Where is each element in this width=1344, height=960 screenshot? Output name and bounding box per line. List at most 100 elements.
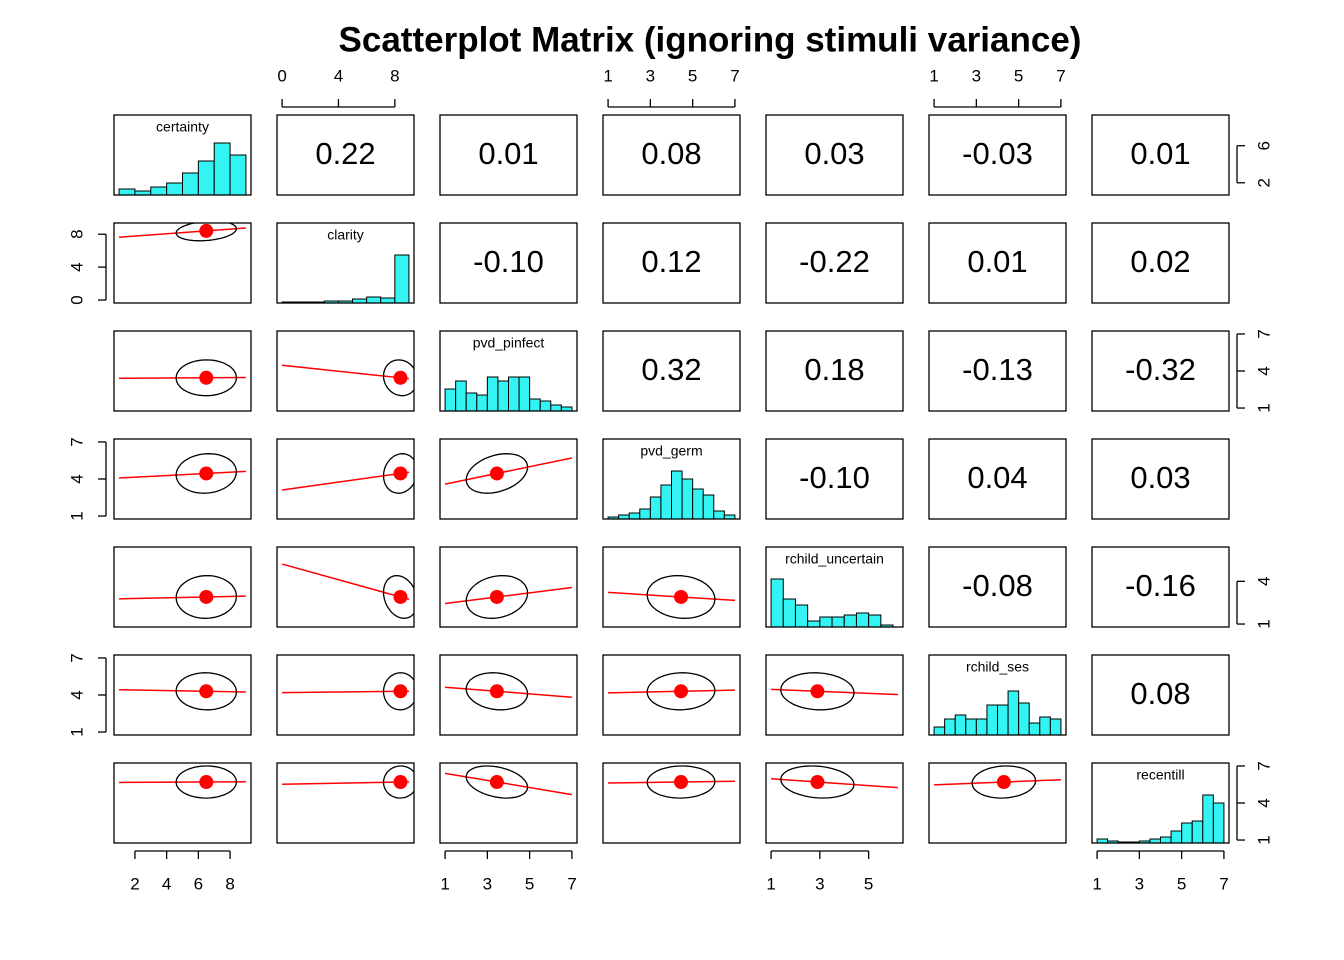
x-tick-label: 7	[1056, 66, 1065, 85]
panel: 0.01	[1091, 114, 1230, 196]
hist-bar	[394, 254, 410, 304]
mean-point	[393, 370, 408, 385]
panel	[276, 330, 415, 412]
mean-point	[393, 466, 408, 481]
panel-frame	[113, 546, 252, 628]
fit-line	[608, 689, 735, 694]
hist-bar	[182, 172, 199, 196]
hist-bar	[1212, 802, 1225, 844]
x-tick-label: 3	[646, 66, 655, 85]
fit-line	[608, 780, 735, 784]
mean-point	[199, 370, 214, 385]
y-tick-label: 6	[1254, 141, 1273, 150]
hist-bar	[782, 598, 796, 628]
panel-frame	[113, 762, 252, 844]
variable-name: pvd_germ	[640, 443, 702, 459]
ellipse	[382, 453, 414, 494]
mean-point	[199, 775, 214, 790]
hist-bar	[213, 142, 231, 196]
hist-bar	[986, 704, 999, 736]
ellipse	[465, 765, 529, 799]
correlation-label: 0.03	[1130, 460, 1190, 495]
panel-frame	[276, 762, 415, 844]
panel: 0.01	[439, 114, 578, 196]
mean-point	[489, 684, 504, 699]
mean-point	[393, 775, 408, 790]
y-tick-label: 4	[1254, 798, 1273, 807]
hist-bar	[497, 380, 510, 412]
ellipse	[780, 672, 855, 711]
correlation-label: -0.08	[962, 568, 1033, 603]
correlation-label: 0.32	[641, 352, 701, 387]
hist-bar	[1039, 716, 1051, 736]
hist-bar	[455, 380, 467, 412]
ellipse	[780, 765, 855, 799]
hist-bar	[486, 376, 499, 412]
panel-frame	[113, 654, 252, 736]
panel-frame	[928, 222, 1067, 304]
hist-bar	[660, 484, 673, 520]
panel-frame	[602, 654, 741, 736]
panel-frame	[602, 330, 741, 412]
ellipse	[382, 359, 414, 397]
mean-point	[996, 775, 1011, 790]
panel-frame	[928, 114, 1067, 196]
panel-frame	[439, 762, 578, 844]
x-tick-label: 2	[130, 874, 139, 893]
x-tick-label: 1	[440, 874, 449, 893]
hist-bar	[954, 714, 967, 736]
correlation-label: 0.04	[967, 460, 1027, 495]
x-tick-label: 1	[1092, 874, 1101, 893]
panel	[113, 654, 252, 736]
panel	[439, 546, 578, 628]
y-tick-label: 4	[1254, 366, 1273, 375]
hist-bar	[671, 470, 683, 520]
x-tick-label: 7	[1219, 874, 1228, 893]
correlation-label: -0.32	[1125, 352, 1196, 387]
hist-bar	[713, 510, 725, 520]
panel	[439, 654, 578, 736]
panel-frame	[276, 114, 415, 196]
variable-name: pvd_pinfect	[473, 335, 545, 351]
hist-bar	[649, 496, 662, 520]
correlation-label: -0.13	[962, 352, 1033, 387]
panel: rchild_ses	[928, 654, 1067, 736]
ellipse	[382, 765, 414, 799]
panel-frame	[113, 222, 252, 304]
chart-title: Scatterplot Matrix (ignoring stimuli var…	[339, 20, 1082, 59]
x-tick-label: 4	[334, 66, 343, 85]
y-tick-label: 1	[1254, 835, 1273, 844]
hist-bar	[855, 612, 870, 628]
mean-point	[489, 775, 504, 790]
panel: -0.08	[928, 546, 1067, 628]
mean-point	[810, 684, 825, 699]
panel-frame	[765, 438, 904, 520]
correlation-label: -0.03	[962, 136, 1033, 171]
ellipse	[382, 672, 414, 711]
x-tick-label: 5	[688, 66, 697, 85]
fit-line	[281, 364, 410, 380]
variable-name: rchild_uncertain	[785, 551, 884, 567]
panel-frame	[928, 762, 1067, 844]
correlation-label: 0.08	[1130, 676, 1190, 711]
panel-frame	[602, 762, 741, 844]
correlation-label: -0.22	[799, 244, 870, 279]
panel	[439, 762, 578, 844]
hist-bar	[508, 376, 520, 412]
panel	[276, 654, 415, 736]
correlation-label: 0.01	[967, 244, 1027, 279]
panel: -0.10	[439, 222, 578, 304]
hist-bar	[997, 704, 1009, 736]
panel	[765, 654, 904, 736]
panel-frame	[602, 438, 741, 520]
ellipse	[175, 765, 238, 799]
panel	[276, 438, 415, 520]
fit-line	[771, 778, 898, 789]
hist-bar	[366, 296, 382, 304]
panel-frame	[276, 222, 415, 304]
panel-frame	[765, 546, 904, 628]
panel: -0.22	[765, 222, 904, 304]
fit-line	[119, 470, 246, 479]
panel: clarity	[276, 222, 415, 304]
